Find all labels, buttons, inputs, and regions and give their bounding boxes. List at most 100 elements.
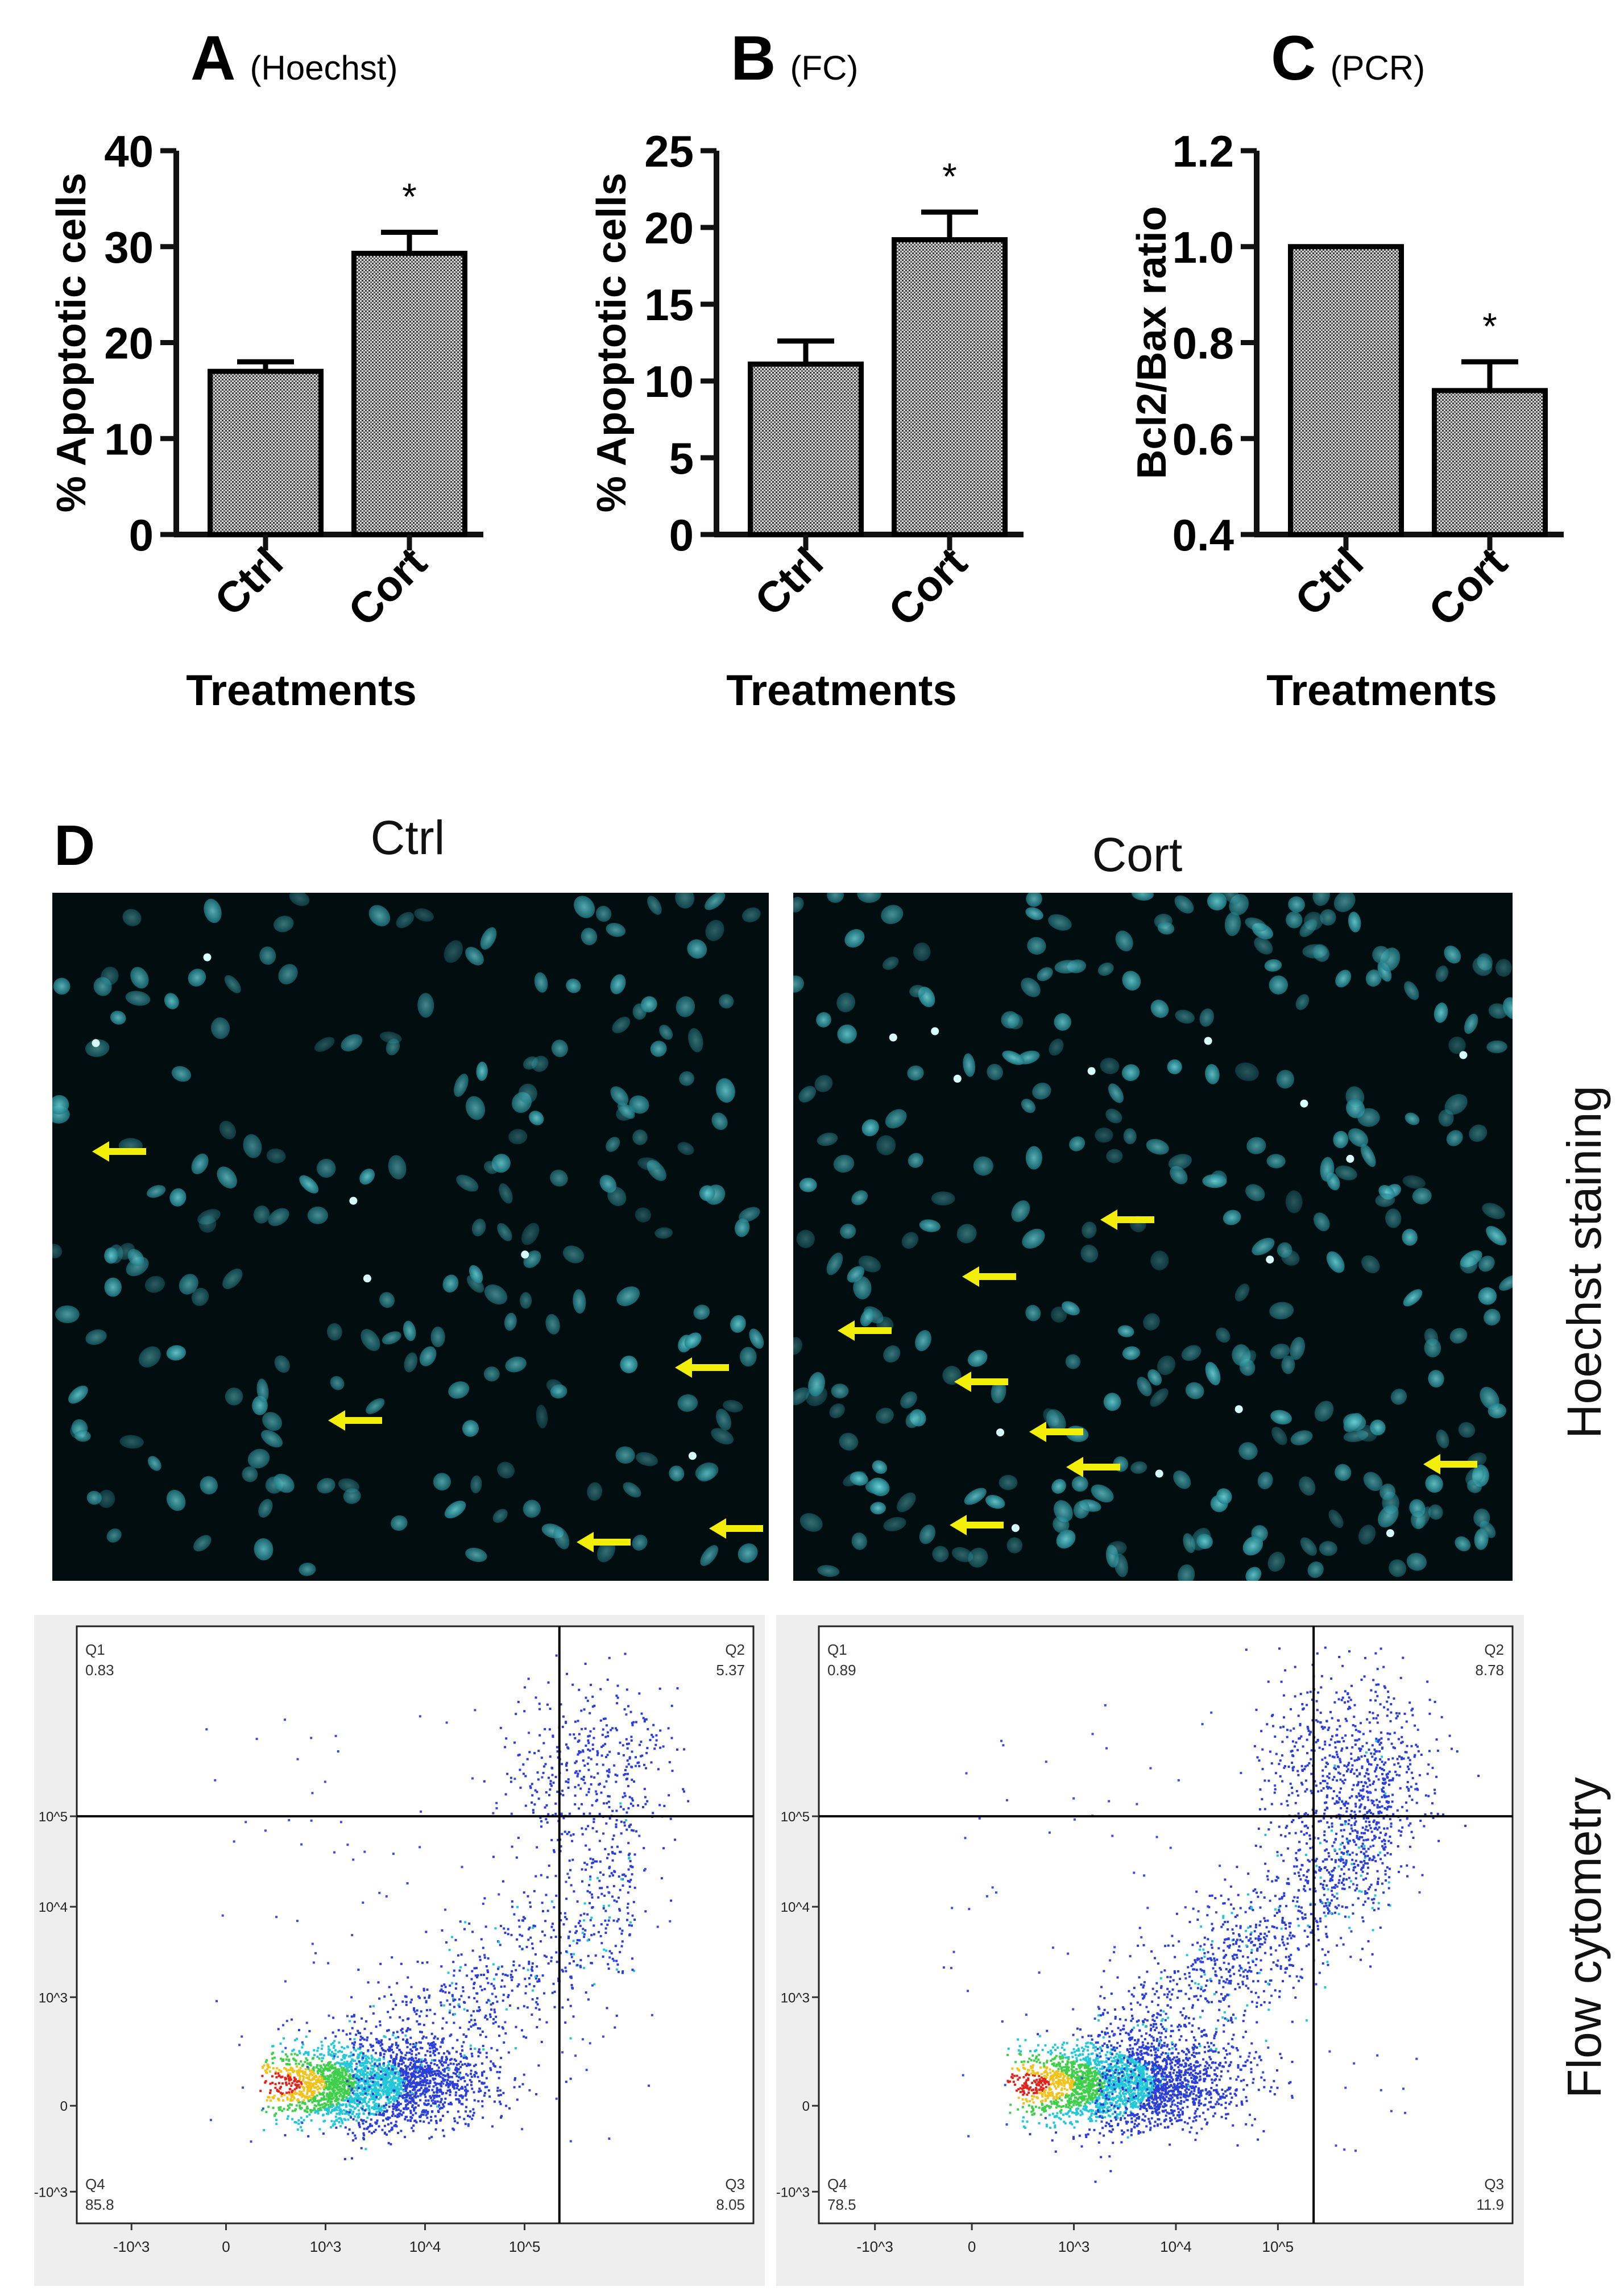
flow-plot-area xyxy=(818,1625,1514,2224)
nucleus xyxy=(52,1095,69,1115)
panel-title: A (Hoechst) xyxy=(190,23,398,93)
nucleus xyxy=(1181,1345,1202,1361)
apoptotic-nucleus xyxy=(688,1452,697,1460)
nucleus xyxy=(191,1287,209,1306)
nucleus xyxy=(1053,1515,1070,1534)
apoptotic-nucleus xyxy=(203,953,212,962)
nucleus xyxy=(858,1256,881,1273)
nucleus xyxy=(562,1245,585,1264)
apoptotic-nucleus xyxy=(1204,1037,1212,1045)
quadrant-value-q4: 78.5 xyxy=(827,2196,856,2213)
nucleus xyxy=(382,1331,401,1345)
nucleus xyxy=(749,1328,764,1349)
nucleus xyxy=(259,946,276,965)
nucleus xyxy=(1082,1221,1097,1238)
nucleus xyxy=(876,1407,894,1424)
nucleus xyxy=(396,912,415,929)
nucleus xyxy=(1348,912,1361,933)
quadrant-value-q2: 5.37 xyxy=(716,1662,745,1679)
flow-x-tick-label: 10^4 xyxy=(1160,2238,1192,2255)
nucleus xyxy=(1314,1401,1334,1422)
nucleus xyxy=(521,1223,540,1245)
nucleus xyxy=(607,1186,627,1207)
nucleus xyxy=(1234,1283,1250,1302)
apoptotic-nucleus xyxy=(1459,1051,1468,1059)
nucleus xyxy=(1224,912,1241,937)
nucleus xyxy=(676,996,695,1017)
nucleus xyxy=(870,1502,886,1515)
nucleus xyxy=(596,1540,616,1563)
nucleus xyxy=(1025,1146,1042,1170)
nucleus xyxy=(610,1086,629,1106)
nucleus xyxy=(897,1492,916,1513)
nucleus xyxy=(551,1039,568,1058)
nucleus xyxy=(1425,1474,1443,1493)
nucleus xyxy=(289,893,310,906)
nucleus xyxy=(1326,1251,1345,1273)
apoptotic-nucleus xyxy=(1234,1405,1243,1414)
nucleus xyxy=(1365,970,1382,987)
apoptotic-nucleus xyxy=(349,1196,358,1205)
nucleus xyxy=(1460,1254,1478,1274)
nucleus xyxy=(1295,994,1310,1010)
nucleus xyxy=(106,1528,122,1543)
nucleus xyxy=(1403,1289,1423,1307)
nucleus xyxy=(225,1387,243,1406)
nucleus xyxy=(1299,919,1318,937)
flow-y-tick-label: 10^4 xyxy=(781,1900,810,1915)
nucleus xyxy=(1174,895,1194,914)
flow-x-tick-label: 0 xyxy=(222,2238,230,2255)
nucleus xyxy=(442,1274,459,1293)
x-axis-label: Treatments xyxy=(1266,666,1497,715)
nucleus xyxy=(963,1053,976,1077)
bar-chart-a: A (Hoechst) 0 10 20 30 40% Apoptotic cells Ctrl… xyxy=(49,23,483,715)
nucleus xyxy=(1011,1200,1030,1222)
nucleus xyxy=(523,1499,541,1518)
nucleus xyxy=(523,1056,538,1070)
arrow-marker xyxy=(92,1141,146,1162)
nucleus xyxy=(1448,1036,1466,1054)
nucleus xyxy=(266,1148,286,1163)
nucleus xyxy=(314,1037,335,1052)
y-tick-label: 0.4 xyxy=(1173,510,1234,560)
nucleus xyxy=(1390,1389,1407,1405)
y-axis-label: % Apoptotic cells xyxy=(589,173,635,512)
hoechst-ctrl-image xyxy=(52,893,769,1581)
nucleus xyxy=(606,1137,620,1152)
nucleus xyxy=(404,1352,418,1373)
quadrant-name-q3: Q3 xyxy=(725,2176,745,2193)
nucleus xyxy=(497,1223,512,1241)
nucleus xyxy=(147,1456,161,1471)
nucleus xyxy=(278,964,298,985)
nucleus xyxy=(130,967,149,989)
flow-x-tick-label: 10^4 xyxy=(409,2238,441,2255)
nucleus xyxy=(1320,909,1336,926)
nucleus xyxy=(831,1383,849,1399)
flow-y-tick-label: 10^5 xyxy=(781,1809,810,1825)
nucleus xyxy=(1100,1058,1120,1074)
nucleus xyxy=(1288,896,1305,913)
arrow-marker xyxy=(675,1357,729,1378)
nucleus xyxy=(1473,1509,1490,1527)
arrow-marker xyxy=(1100,1209,1154,1230)
apoptotic-nucleus xyxy=(1011,1524,1020,1532)
nucleus xyxy=(144,1275,165,1293)
nucleus xyxy=(499,1183,513,1204)
nucleus xyxy=(366,1398,385,1414)
nucleus xyxy=(587,1482,603,1501)
nucleus xyxy=(1363,1472,1383,1492)
flow-x-tick-label: -10^3 xyxy=(857,2238,893,2255)
nucleus xyxy=(465,947,484,966)
nucleus xyxy=(1170,1166,1188,1184)
quadrant-name-q4: Q4 xyxy=(85,2176,105,2193)
nucleus xyxy=(1037,967,1053,981)
nucleus xyxy=(217,1166,237,1189)
nucleus xyxy=(1360,1144,1376,1167)
apoptotic-nucleus xyxy=(1386,1529,1394,1538)
nucleus xyxy=(931,1191,955,1206)
flow-y-tick-label: 10^3 xyxy=(781,1990,810,2006)
nucleus xyxy=(1108,1083,1124,1103)
nucleus xyxy=(1474,1528,1489,1550)
flow-x-tick-label: 10^3 xyxy=(1058,2238,1090,2255)
nucleus xyxy=(1056,1530,1076,1549)
